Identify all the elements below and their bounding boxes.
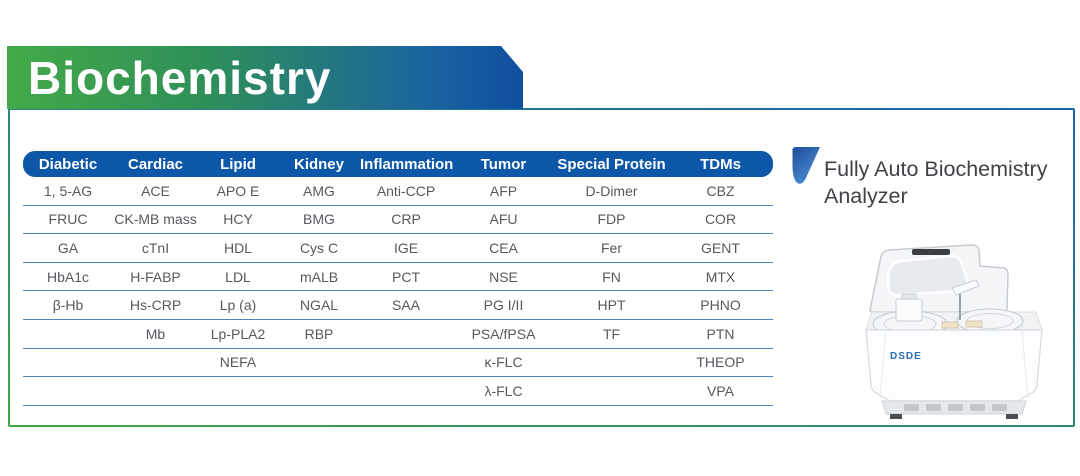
table-cell: PTN bbox=[706, 325, 735, 342]
table-cell: PSA/fPSA bbox=[471, 325, 536, 342]
table-row: GA cTnI HDL Cys C IGE CEA Fer GENT bbox=[23, 234, 773, 263]
table-cell: PHNO bbox=[700, 297, 741, 314]
table-row: λ-FLC VPA bbox=[23, 377, 773, 406]
corner-ribbon-icon bbox=[792, 147, 820, 184]
table-cell: NSE bbox=[489, 268, 518, 285]
product-heading: Fully Auto Biochemistry Analyzer bbox=[824, 157, 1048, 208]
table-cell: IGE bbox=[393, 239, 419, 256]
table-row: Mb Lp-PLA2 RBP PSA/fPSA TF PTN bbox=[23, 320, 773, 349]
table-header-row: Diabetic Cardiac Lipid Kidney Inflammati… bbox=[23, 151, 773, 177]
table-cell: CRP bbox=[391, 211, 421, 228]
table-cell: β-Hb bbox=[52, 297, 84, 314]
table-cell: LDL bbox=[225, 268, 251, 285]
column-header-diabetic: Diabetic bbox=[38, 155, 98, 173]
column-header-kidney: Kidney bbox=[293, 155, 344, 173]
table-cell: PG I/II bbox=[483, 297, 524, 314]
analyzer-image: DSDE bbox=[865, 244, 1043, 419]
table-cell: H-FABP bbox=[130, 268, 181, 285]
assay-table: Diabetic Cardiac Lipid Kidney Inflammati… bbox=[23, 151, 773, 406]
table-cell: Lp (a) bbox=[219, 297, 257, 314]
table-cell: CEA bbox=[489, 239, 518, 256]
table-cell: RBP bbox=[304, 325, 334, 342]
table-cell: NEFA bbox=[219, 354, 257, 371]
machine-logo: DSDE bbox=[890, 351, 922, 362]
table-cell: 1, 5-AG bbox=[43, 182, 93, 199]
table-cell: FN bbox=[602, 268, 621, 285]
table-row: β-Hb Hs-CRP Lp (a) NGAL SAA PG I/II HPT … bbox=[23, 291, 773, 320]
table-cell: MTX bbox=[705, 268, 736, 285]
table-row: FRUC CK-MB mass HCY BMG CRP AFU FDP COR bbox=[23, 206, 773, 235]
table-cell: HbA1c bbox=[46, 268, 90, 285]
machine-body-seam-left bbox=[879, 329, 887, 399]
table-cell: CK-MB mass bbox=[114, 211, 197, 228]
table-cell: cTnI bbox=[141, 239, 170, 256]
table-cell: CBZ bbox=[706, 182, 735, 199]
table-cell: VPA bbox=[707, 382, 734, 399]
column-header-tumor: Tumor bbox=[480, 155, 527, 173]
table-cell: HCY bbox=[223, 211, 253, 228]
column-header-special-protein: Special Protein bbox=[557, 155, 666, 173]
table-row: 1, 5-AG ACE APO E AMG Anti-CCP AFP D-Dim… bbox=[23, 177, 773, 206]
table-cell: Fer bbox=[601, 239, 622, 256]
table-cell: κ-FLC bbox=[484, 354, 523, 371]
table-cell: Anti-CCP bbox=[376, 182, 436, 199]
table-cell: Lp-PLA2 bbox=[210, 325, 266, 342]
table-cell: Hs-CRP bbox=[129, 297, 182, 314]
table-cell: GA bbox=[57, 239, 79, 256]
table-cell: Cys C bbox=[299, 239, 339, 256]
table-cell: BMG bbox=[303, 211, 335, 228]
machine-vent bbox=[970, 404, 985, 411]
table-cell: HDL bbox=[223, 239, 252, 256]
machine-vent bbox=[904, 404, 919, 411]
column-header-cardiac: Cardiac bbox=[127, 155, 184, 173]
page-title: Biochemistry bbox=[28, 51, 332, 104]
table-cell: FRUC bbox=[48, 211, 88, 228]
table-cell: PCT bbox=[392, 268, 420, 285]
column-header-lipid: Lipid bbox=[220, 155, 256, 173]
column-header-inflammation: Inflammation bbox=[360, 155, 454, 173]
machine-lid-window bbox=[887, 254, 969, 297]
table-cell: HPT bbox=[597, 297, 626, 314]
machine-rack-left bbox=[941, 321, 959, 329]
machine-vent bbox=[926, 404, 941, 411]
table-row: HbA1c H-FABP LDL mALB PCT NSE FN MTX bbox=[23, 263, 773, 292]
table-cell: THEOP bbox=[696, 354, 745, 371]
machine-body bbox=[865, 329, 1043, 402]
table-cell: TF bbox=[602, 325, 621, 342]
machine-foot-left bbox=[890, 414, 902, 419]
table-cell: AMG bbox=[303, 182, 335, 199]
column-header-tdms: TDMs bbox=[700, 155, 741, 173]
table-cell: ACE bbox=[141, 182, 170, 199]
table-row: NEFA κ-FLC THEOP bbox=[23, 349, 773, 378]
table-cell: Mb bbox=[145, 325, 166, 342]
machine-lid-handle bbox=[912, 249, 950, 255]
machine-foot-right bbox=[1006, 414, 1018, 419]
machine-body-seam-right bbox=[1021, 329, 1029, 399]
machine-arm bbox=[951, 279, 980, 296]
title-banner: Biochemistry bbox=[7, 46, 523, 109]
machine-vent bbox=[992, 404, 1007, 411]
machine-rack-right bbox=[965, 320, 983, 328]
machine-vent bbox=[948, 404, 963, 411]
table-cell: GENT bbox=[701, 239, 740, 256]
table-cell: mALB bbox=[299, 268, 339, 285]
table-cell: SAA bbox=[391, 297, 420, 314]
table-cell: NGAL bbox=[299, 297, 339, 314]
table-cell: APO E bbox=[216, 182, 260, 199]
table-cell: AFP bbox=[489, 182, 518, 199]
table-cell: D-Dimer bbox=[585, 182, 638, 199]
machine-module bbox=[895, 298, 923, 322]
table-cell: λ-FLC bbox=[484, 382, 523, 399]
table-cell: FDP bbox=[597, 211, 626, 228]
table-cell: AFU bbox=[489, 211, 518, 228]
table-cell: COR bbox=[704, 211, 737, 228]
